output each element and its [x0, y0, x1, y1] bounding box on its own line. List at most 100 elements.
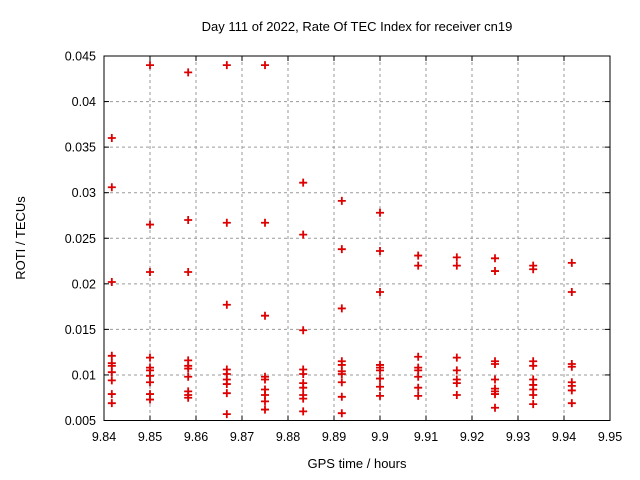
x-tick-label: 9.93 — [506, 430, 530, 444]
data-point-marker — [414, 261, 423, 270]
data-point-marker — [222, 389, 231, 398]
data-points — [107, 61, 576, 419]
data-point-marker — [146, 61, 154, 70]
data-point-marker — [529, 390, 538, 399]
data-point-marker — [529, 361, 538, 370]
data-point-marker — [567, 399, 576, 408]
x-tick-label: 9.86 — [184, 430, 208, 444]
data-point-marker — [107, 368, 116, 377]
data-point-marker — [184, 68, 193, 77]
plot-border-box — [103, 55, 611, 421]
data-point-marker — [184, 216, 193, 225]
data-point-marker — [491, 403, 499, 412]
data-point-marker — [222, 61, 231, 70]
data-point-marker — [184, 393, 193, 402]
data-point-marker — [567, 288, 576, 297]
data-point-marker — [299, 230, 308, 239]
data-point-marker — [146, 267, 154, 276]
data-point-marker — [107, 183, 116, 192]
y-tick-labels: 0.005 0.01 0.015 0.02 0.025 0.03 0.035 0.04 0.04… — [65, 50, 96, 429]
x-tick-labels: 9.84 9.85 9.86 9.87 9.88 9.89 9.9 9.91 9.92 9.93 9… — [92, 430, 622, 444]
data-point-marker — [414, 251, 423, 260]
data-point-marker — [414, 391, 423, 400]
data-point-marker — [146, 353, 154, 362]
x-tick-label: 9.85 — [138, 430, 162, 444]
data-point-marker — [146, 220, 154, 229]
y-tick-label: 0.015 — [65, 323, 96, 337]
data-point-marker — [222, 410, 231, 419]
data-point-marker — [452, 253, 461, 262]
data-point-marker — [452, 261, 461, 270]
data-point-marker — [414, 352, 423, 361]
data-point-marker — [529, 400, 538, 409]
data-point-marker — [299, 326, 308, 335]
chart-title: Day 111 of 2022, Rate Of TEC Index for r… — [202, 19, 513, 34]
data-point-marker — [146, 395, 154, 404]
data-point-marker — [376, 288, 384, 297]
data-point-marker — [337, 409, 346, 418]
data-point-marker — [107, 351, 116, 360]
x-tick-label: 9.88 — [276, 430, 300, 444]
data-point-marker — [107, 390, 116, 399]
data-point-marker — [337, 245, 346, 254]
y-tick-label: 0.02 — [72, 277, 96, 291]
data-point-marker — [491, 254, 499, 263]
data-point-marker — [261, 311, 269, 320]
x-tick-label: 9.87 — [230, 430, 254, 444]
data-point-marker — [452, 390, 461, 399]
data-point-marker — [337, 196, 346, 205]
data-point-marker — [491, 267, 499, 276]
x-tick-label: 9.84 — [92, 430, 116, 444]
data-point-marker — [414, 372, 423, 381]
x-tick-label: 9.92 — [460, 430, 484, 444]
data-point-marker — [107, 399, 116, 408]
data-point-marker — [376, 374, 384, 383]
data-point-marker — [376, 382, 384, 391]
y-tick-label: 0.045 — [65, 50, 96, 64]
x-tick-label: 9.94 — [552, 430, 576, 444]
data-point-marker — [184, 267, 193, 276]
data-point-marker — [261, 405, 269, 414]
y-tick-label: 0.005 — [65, 414, 96, 428]
data-point-marker — [376, 391, 384, 400]
data-point-marker — [567, 258, 576, 267]
grid-lines — [104, 56, 610, 421]
data-point-marker — [107, 277, 116, 286]
data-point-marker — [452, 366, 461, 375]
data-point-marker — [261, 397, 269, 406]
y-tick-label: 0.04 — [72, 95, 96, 109]
data-point-marker — [491, 390, 499, 399]
data-point-marker — [184, 372, 193, 381]
data-point-marker — [146, 378, 154, 387]
data-point-marker — [337, 392, 346, 401]
data-point-marker — [261, 218, 269, 227]
y-tick-label: 0.025 — [65, 232, 96, 246]
x-tick-label: 9.9 — [371, 430, 388, 444]
data-point-marker — [261, 375, 269, 384]
data-point-marker — [299, 383, 308, 392]
y-axis-label: ROTI / TECUs — [13, 196, 28, 280]
data-point-marker — [567, 386, 576, 395]
data-point-marker — [261, 61, 269, 70]
data-point-marker — [184, 364, 193, 373]
data-point-marker — [222, 300, 231, 309]
data-point-marker — [567, 362, 576, 371]
data-point-marker — [107, 134, 116, 143]
data-point-marker — [529, 265, 538, 274]
y-tick-label: 0.035 — [65, 141, 96, 155]
data-point-marker — [452, 353, 461, 362]
plot-border — [103, 55, 611, 421]
data-point-marker — [337, 370, 346, 379]
x-tick-label: 9.95 — [598, 430, 622, 444]
data-point-marker — [376, 366, 384, 375]
y-tick-label: 0.03 — [72, 186, 96, 200]
x-tick-label: 9.91 — [414, 430, 438, 444]
x-tick-label: 9.89 — [322, 430, 346, 444]
data-point-marker — [222, 218, 231, 227]
data-point-marker — [376, 247, 384, 256]
y-tick-label: 0.01 — [72, 368, 96, 382]
data-point-marker — [337, 304, 346, 313]
x-axis-label: GPS time / hours — [308, 456, 407, 471]
